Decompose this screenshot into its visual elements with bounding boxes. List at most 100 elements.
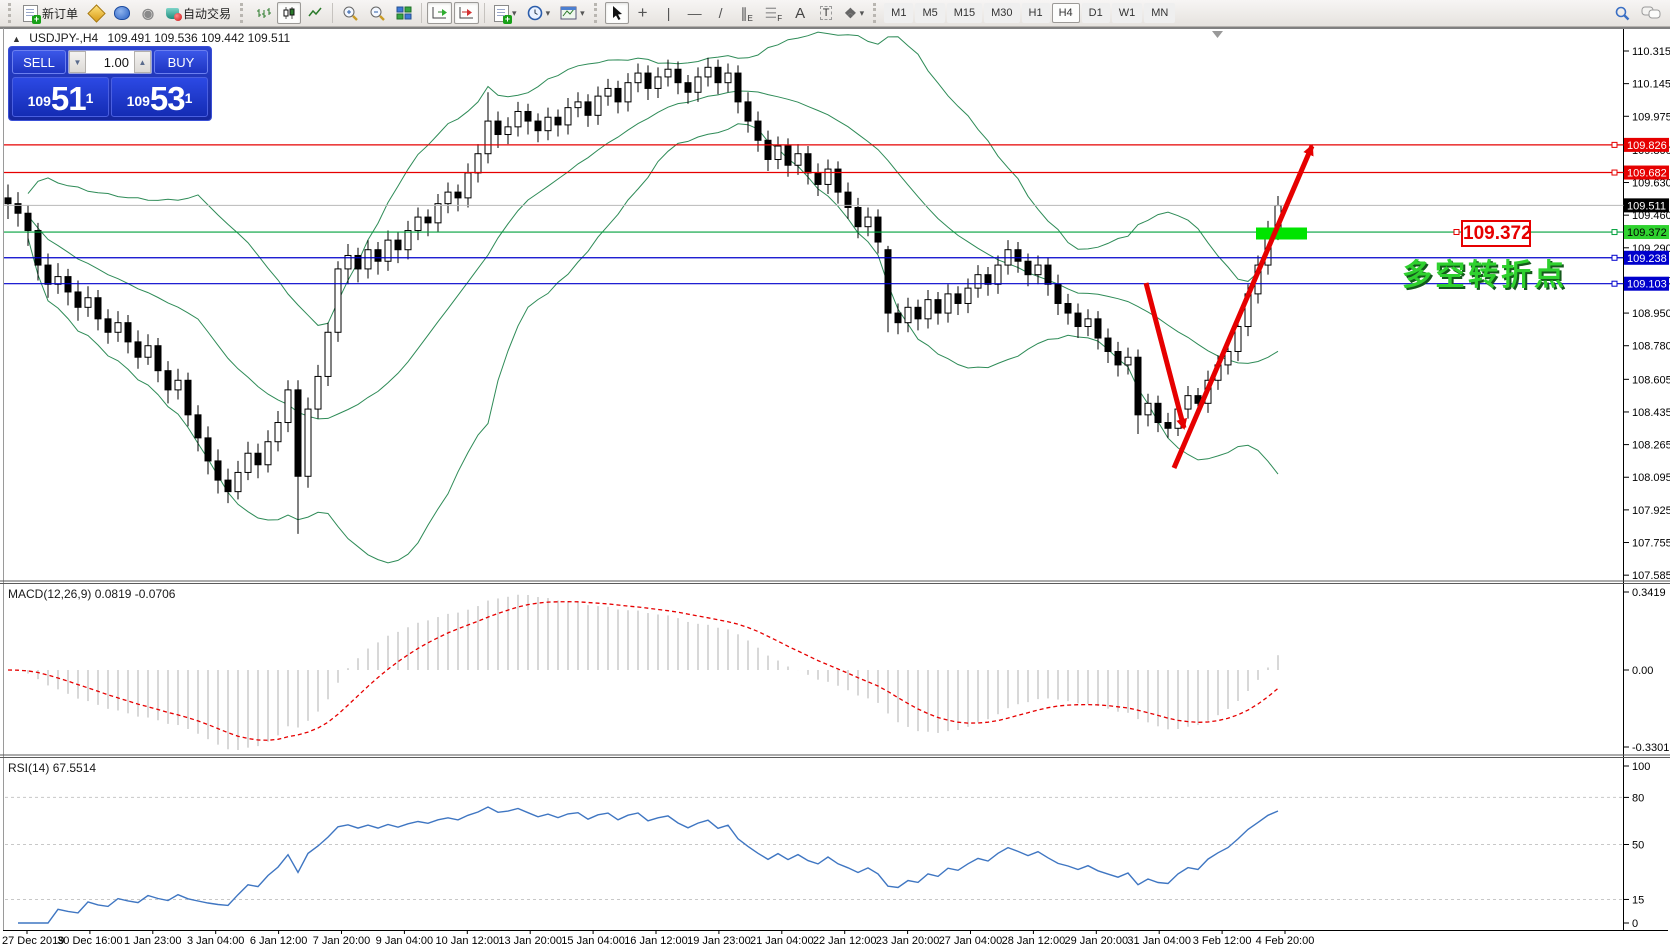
- toolbar-grip[interactable]: [593, 3, 600, 23]
- channel-button[interactable]: ∥ E: [735, 2, 759, 24]
- trendline-button[interactable]: /: [709, 2, 733, 24]
- arrows-button[interactable]: ❖ ▾: [840, 2, 868, 24]
- bar-chart-button[interactable]: [251, 2, 275, 24]
- periods-icon: [527, 5, 542, 21]
- timeframe-M30[interactable]: M30: [984, 3, 1020, 23]
- autotrading-label: 自动交易: [183, 6, 232, 21]
- templates-icon: [560, 6, 577, 19]
- tile-windows-button[interactable]: [392, 2, 416, 24]
- timeframe-M5[interactable]: M5: [915, 3, 945, 23]
- rsi-axis: 100 80 50 15 0: [1623, 761, 1650, 930]
- autotrading-button[interactable]: 自动交易: [162, 2, 235, 24]
- new-order-button[interactable]: + 新订单: [19, 2, 82, 24]
- volume-increase-button[interactable]: ▲: [134, 51, 151, 73]
- chart-shift-marker: [1212, 31, 1223, 38]
- timeframe-D1[interactable]: D1: [1081, 3, 1110, 23]
- arrows-icon: ❖: [844, 4, 857, 21]
- volume-value[interactable]: 1.00: [103, 54, 129, 70]
- svg-text:109.372: 109.372: [1627, 227, 1667, 239]
- metaeditor-button[interactable]: [84, 2, 108, 24]
- text-button[interactable]: A: [788, 2, 812, 24]
- svg-text:28 Jan 12:00: 28 Jan 12:00: [1002, 935, 1066, 947]
- channel-letter: E: [747, 14, 753, 23]
- community-button[interactable]: [110, 2, 134, 24]
- svg-text:23 Jan 20:00: 23 Jan 20:00: [876, 935, 940, 947]
- dropdown-icon: ▾: [545, 7, 551, 18]
- indicators-button[interactable]: + ▾: [490, 2, 521, 24]
- svg-text:4 Feb 20:00: 4 Feb 20:00: [1256, 935, 1315, 947]
- ohlc-values: 109.491 109.536 109.442 109.511: [107, 31, 291, 45]
- price-level-lines[interactable]: [4, 141, 1624, 287]
- collapse-icon[interactable]: ▲: [12, 34, 21, 44]
- toolbar-grip[interactable]: [8, 3, 14, 23]
- buy-button[interactable]: BUY: [154, 50, 208, 74]
- svg-text:107.925: 107.925: [1632, 505, 1670, 517]
- svg-text:1 Jan 23:00: 1 Jan 23:00: [124, 935, 182, 947]
- zoom-in-icon: [343, 6, 358, 21]
- svg-text:15 Jan 04:00: 15 Jan 04:00: [561, 935, 625, 947]
- timeframe-W1[interactable]: W1: [1111, 3, 1143, 23]
- breakout-highlight-rect[interactable]: [1256, 227, 1307, 240]
- svg-text:109.682: 109.682: [1627, 168, 1667, 180]
- svg-text:109.826: 109.826: [1627, 140, 1667, 152]
- trend-annotation-text[interactable]: 多空转折点: [1402, 259, 1567, 292]
- zoom-in-button[interactable]: [338, 2, 363, 24]
- ask-prefix: 109: [126, 93, 150, 109]
- toolbar-grip[interactable]: [240, 3, 246, 23]
- svg-text:110.145: 110.145: [1632, 79, 1670, 91]
- line-chart-button[interactable]: [303, 2, 327, 24]
- bid-price-box[interactable]: 109 51 1: [12, 77, 109, 117]
- timeframe-H1[interactable]: H1: [1021, 3, 1050, 23]
- search-button[interactable]: [1610, 2, 1635, 24]
- timeframe-MN[interactable]: MN: [1144, 3, 1176, 23]
- timeframe-bar: M1 M5 M15 M30 H1 H4 D1 W1 MN: [883, 3, 1176, 23]
- volume-decrease-button[interactable]: ▼: [69, 51, 86, 73]
- ask-main: 53: [149, 80, 186, 117]
- svg-text:0.3419: 0.3419: [1632, 587, 1666, 599]
- price-callout-label[interactable]: 109.372: [1461, 220, 1532, 247]
- svg-text:3 Jan 04:00: 3 Jan 04:00: [187, 935, 245, 947]
- templates-button[interactable]: ▾: [556, 2, 589, 24]
- timeframe-M15[interactable]: M15: [946, 3, 983, 23]
- svg-text:100: 100: [1632, 761, 1650, 773]
- timeframe-H4[interactable]: H4: [1051, 3, 1080, 23]
- crosshair-button[interactable]: +: [631, 2, 655, 24]
- chart-shift-button[interactable]: [454, 2, 480, 24]
- chat-button[interactable]: [1637, 2, 1665, 24]
- svg-text:0: 0: [1632, 918, 1638, 930]
- candlestick-chart-button[interactable]: [277, 2, 302, 24]
- sell-button[interactable]: SELL: [12, 50, 66, 74]
- cursor-button[interactable]: [604, 2, 629, 24]
- zoom-out-button[interactable]: [365, 2, 390, 24]
- svg-text:15: 15: [1632, 894, 1644, 906]
- vertical-line-button[interactable]: |: [657, 2, 681, 24]
- macd-name: MACD(12,26,9): [8, 587, 92, 601]
- svg-text:108.265: 108.265: [1632, 440, 1670, 452]
- auto-scroll-button[interactable]: [427, 2, 453, 24]
- svg-text:110.315: 110.315: [1632, 46, 1670, 58]
- macd-histogram: [17, 594, 1279, 750]
- news-button[interactable]: ◉: [136, 2, 160, 24]
- pane-separator[interactable]: [0, 753, 1670, 760]
- macd-signal-line: [7, 601, 1279, 741]
- trend-arrows[interactable]: [1143, 144, 1315, 469]
- svg-text:21 Jan 04:00: 21 Jan 04:00: [750, 935, 814, 947]
- rsi-name: RSI(14): [8, 761, 50, 775]
- svg-text:107.585: 107.585: [1632, 570, 1670, 582]
- svg-text:109.511: 109.511: [1627, 200, 1666, 212]
- periods-button[interactable]: ▾: [523, 2, 555, 24]
- ask-price-box[interactable]: 109 53 1: [111, 77, 208, 117]
- svg-text:7 Jan 20:00: 7 Jan 20:00: [313, 935, 371, 947]
- macd-indicator-label: MACD(12,26,9) 0.0819 -0.0706: [8, 587, 175, 601]
- text-label-button[interactable]: T: [814, 2, 838, 24]
- pane-separator[interactable]: [0, 579, 1670, 586]
- horizontal-line-icon: —: [687, 5, 702, 21]
- candlesticks[interactable]: [4, 57, 1282, 534]
- svg-text:6 Jan 12:00: 6 Jan 12:00: [250, 935, 308, 947]
- horizontal-line-button[interactable]: —: [683, 2, 707, 24]
- text-label-icon: T: [819, 6, 833, 20]
- fibonacci-button[interactable]: ☰ F: [761, 2, 786, 24]
- timeframe-M1[interactable]: M1: [884, 3, 914, 23]
- toolbar-grip[interactable]: [873, 3, 879, 23]
